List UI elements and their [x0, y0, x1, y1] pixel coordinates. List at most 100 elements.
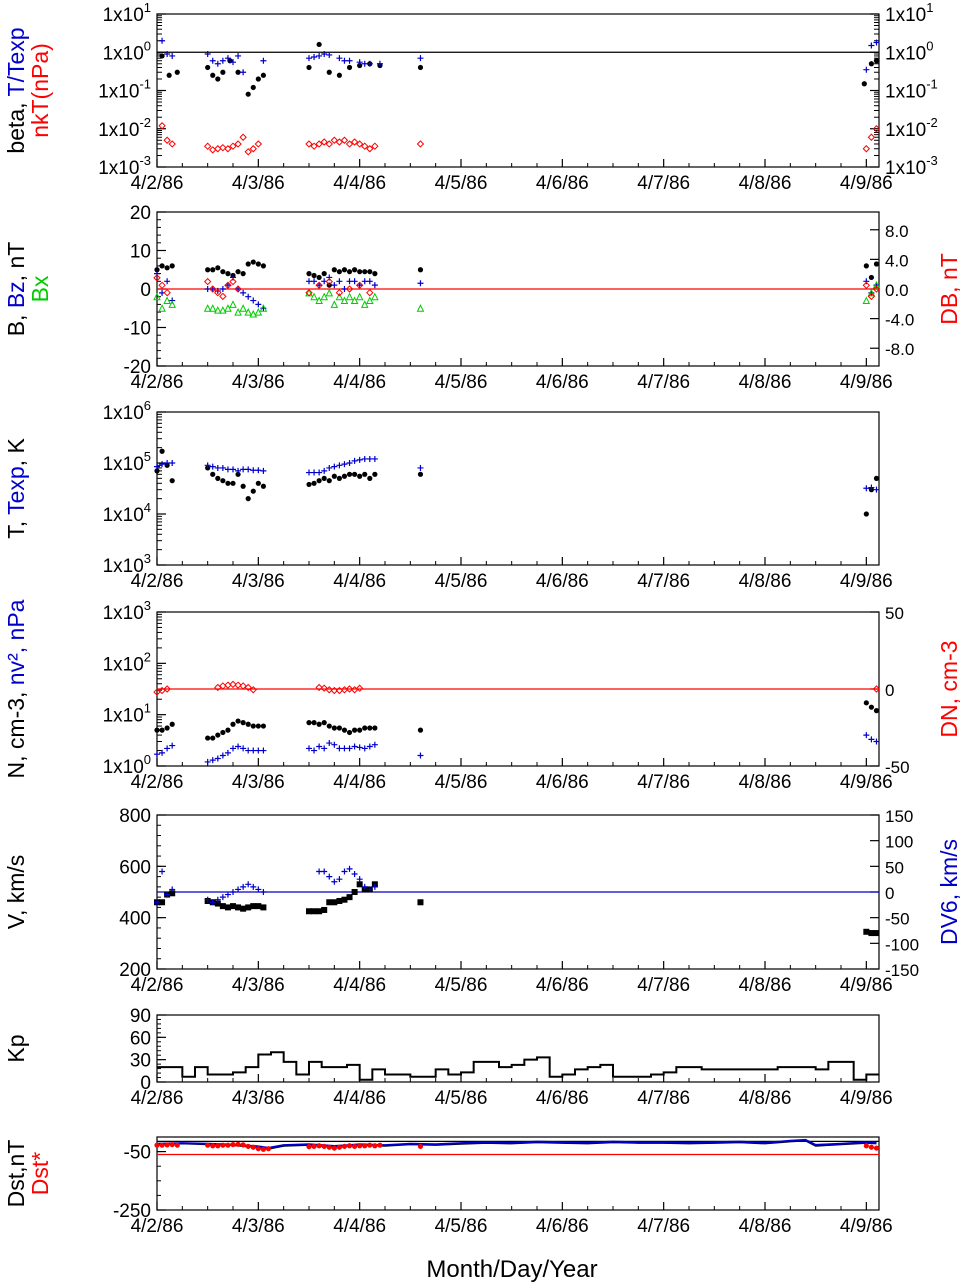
x-tick-label: 4/3/86 [232, 571, 285, 592]
data-point-triangle [203, 304, 212, 312]
data-point-plus [371, 455, 378, 462]
data-point-square [316, 908, 323, 915]
data-point-plus [326, 740, 333, 747]
x-tick-label: 4/9/86 [840, 1088, 893, 1109]
data-point-dot [164, 725, 170, 731]
data-point-dot [265, 1146, 272, 1152]
data-point-dot [417, 727, 424, 733]
data-point-plus [209, 286, 216, 292]
data-point-dot [352, 727, 358, 733]
data-point-triangle [249, 309, 258, 318]
y-axis-title-part: Texp [3, 466, 29, 515]
data-point-plus [351, 871, 358, 878]
data-point-plus [341, 461, 348, 468]
x-tick-label: 4/2/86 [131, 975, 184, 996]
data-point-dot [321, 720, 327, 726]
data-point-plus [224, 55, 231, 62]
y-right-tick-label: 50 [885, 858, 904, 877]
y-tick-exponent: -2 [139, 115, 151, 130]
data-point-dot [210, 267, 216, 273]
x-tick-label: 4/2/86 [131, 173, 184, 194]
y-axis-title-part: Bx [27, 275, 53, 302]
data-point-diamond [320, 684, 328, 692]
x-tick-label: 4/3/86 [232, 372, 285, 393]
data-point-triangle [315, 296, 323, 305]
data-point-diamond [310, 142, 318, 150]
data-point-plus [326, 274, 333, 281]
data-point-dot [205, 267, 211, 273]
data-point-dot [250, 723, 256, 729]
data-point-plus [214, 896, 221, 903]
data-point-triangle [320, 292, 329, 301]
data-point-plus [311, 469, 318, 476]
data-point-dot [215, 1143, 221, 1149]
data-point-dot [169, 478, 175, 484]
data-point-plus [235, 467, 242, 474]
data-point-plus [346, 865, 353, 872]
y-axis-title-part: beta, [3, 96, 29, 153]
data-point-plus [154, 463, 160, 470]
data-point-square [169, 890, 176, 897]
data-point-dot [255, 723, 261, 729]
data-point-dot [873, 708, 880, 714]
data-point-diamond [229, 142, 237, 150]
y-axis-title-part: , nT [3, 242, 29, 282]
data-point-diamond [305, 140, 313, 148]
data-point-diamond [209, 285, 217, 293]
data-point-plus [356, 282, 363, 289]
data-point-triangle [310, 292, 318, 301]
y-tick-mantissa: 1x10 [103, 403, 144, 424]
data-point-plus [306, 469, 312, 476]
y-right-tick-label: -50 [885, 758, 910, 777]
y-tick-label: 1x10-3 [98, 153, 151, 179]
data-point-plus [366, 60, 373, 67]
data-point-dot [235, 1141, 241, 1147]
data-point-plus [316, 282, 323, 289]
data-point-diamond [320, 138, 328, 146]
data-point-triangle [213, 306, 222, 314]
data-point-plus [361, 455, 368, 462]
data-point-dot [174, 1142, 180, 1148]
data-point-dot [352, 267, 358, 273]
y-tick-exponent: -2 [926, 115, 938, 130]
x-tick-label: 4/8/86 [739, 173, 792, 194]
data-point-diamond [867, 292, 876, 301]
y-tick-label: 90 [130, 1006, 151, 1027]
y-axis-title-right: DV6, km/s [936, 839, 962, 945]
data-point-triangle [229, 300, 237, 308]
y-right-tick-label: -100 [885, 935, 919, 954]
data-point-dot [311, 272, 317, 279]
data-point-square [311, 908, 318, 915]
data-point-triangle [355, 292, 364, 301]
data-point-diamond [229, 680, 237, 689]
data-point-diamond [355, 281, 364, 290]
data-point-dot [154, 267, 160, 273]
y-tick-label: 0 [140, 1073, 151, 1094]
data-point-dot [316, 478, 322, 484]
data-point-dot [225, 727, 231, 733]
panel-beta: 1x1011x1001x10-11x10-21x10-31x1011x1001x… [3, 0, 938, 194]
y-tick-mantissa: 1x10 [885, 5, 926, 26]
x-tick-label: 4/4/86 [333, 975, 386, 996]
y-axis-title-part: T, [3, 515, 29, 539]
data-point-plus [311, 278, 318, 285]
data-point-dot [316, 274, 322, 281]
y-tick-mantissa: 1x10 [885, 158, 926, 179]
data-point-plus [214, 755, 221, 762]
data-point-dot [377, 1142, 383, 1148]
data-point-triangle [360, 300, 369, 308]
x-tick-label: 4/7/86 [637, 975, 690, 996]
data-point-plus [260, 889, 267, 895]
data-point-dot [346, 269, 353, 275]
x-tick-label: 4/5/86 [435, 1088, 488, 1109]
y-tick-label: 1x102 [103, 649, 151, 675]
y-axis-title-right-part: DB, nT [936, 253, 962, 325]
data-point-plus [316, 743, 323, 750]
data-point-dot [215, 265, 221, 271]
data-point-plus [224, 891, 231, 898]
data-point-triangle [158, 304, 166, 312]
data-point-square [306, 908, 312, 915]
data-point-plus [240, 289, 247, 296]
